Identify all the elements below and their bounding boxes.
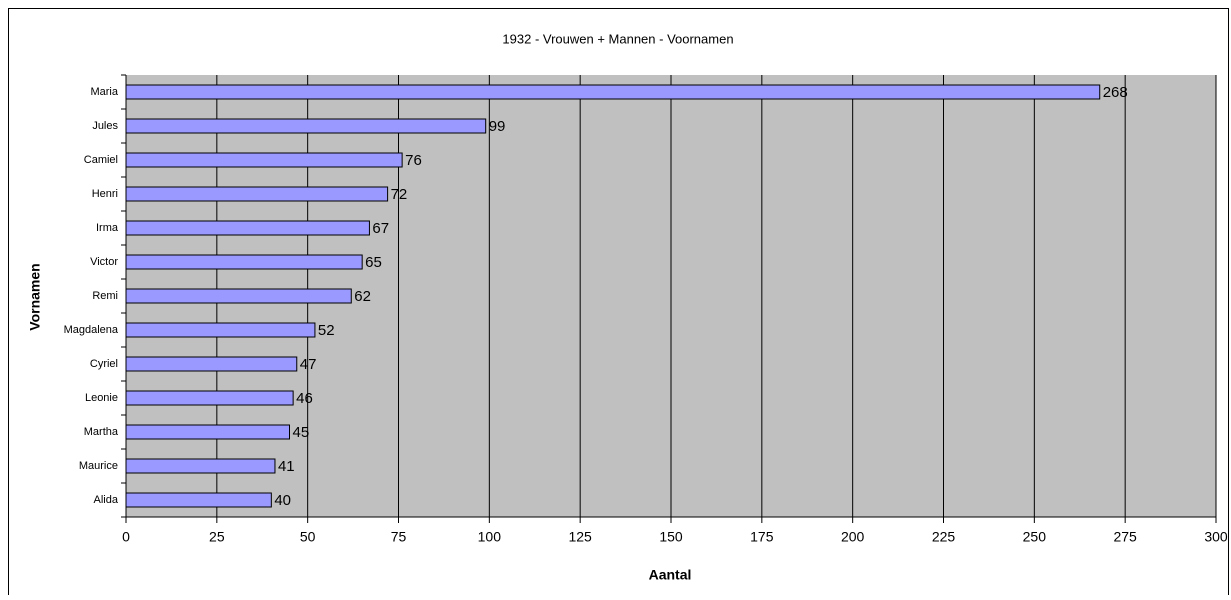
y-tick-label: Maria xyxy=(90,86,118,98)
y-tick-label: Magdalena xyxy=(64,324,119,336)
data-label: 72 xyxy=(391,186,408,203)
data-label: 65 xyxy=(365,254,382,271)
x-tick-label: 125 xyxy=(568,529,592,545)
bar xyxy=(125,424,290,440)
data-label: 52 xyxy=(318,322,335,339)
bar xyxy=(125,288,352,304)
x-tick-label: 100 xyxy=(478,529,502,545)
x-tick-label: 50 xyxy=(300,529,316,545)
data-label: 46 xyxy=(296,390,313,407)
data-label: 47 xyxy=(300,356,317,373)
y-tick-label: Alida xyxy=(94,494,119,506)
bar xyxy=(125,492,272,508)
chart-title: 1932 - Vrouwen + Mannen - Voornamen xyxy=(502,31,733,46)
x-tick-label: 75 xyxy=(391,529,407,545)
data-label: 40 xyxy=(274,492,291,509)
y-tick-label: Martha xyxy=(84,426,119,438)
x-tick-label: 150 xyxy=(659,529,683,545)
bar xyxy=(125,118,487,134)
bar xyxy=(125,390,294,406)
x-tick-label: 25 xyxy=(209,529,225,545)
bar xyxy=(125,186,389,202)
y-tick-label: Cyriel xyxy=(90,358,118,370)
y-axis-label: Vornamen xyxy=(27,263,43,330)
bar xyxy=(125,322,316,338)
y-tick-label: Camiel xyxy=(84,154,118,166)
y-tick-label: Henri xyxy=(92,188,118,200)
bar xyxy=(125,84,1101,100)
data-label: 41 xyxy=(278,458,295,475)
y-tick-label: Maurice xyxy=(79,460,118,472)
y-tick-label: Victor xyxy=(90,256,118,268)
data-label: 99 xyxy=(489,118,506,135)
bar xyxy=(125,152,403,168)
y-tick-label: Leonie xyxy=(85,392,118,404)
x-tick-label: 275 xyxy=(1113,529,1137,545)
x-tick-label: 175 xyxy=(750,529,774,545)
bar xyxy=(125,356,298,372)
y-tick-label: Jules xyxy=(92,120,118,132)
x-tick-label: 300 xyxy=(1204,529,1228,545)
x-tick-label: 200 xyxy=(841,529,865,545)
x-axis-label: Aantal xyxy=(649,567,692,583)
data-label: 76 xyxy=(405,152,422,169)
bar xyxy=(125,220,370,236)
y-tick-label: Irma xyxy=(96,222,119,234)
x-tick-label: 250 xyxy=(1023,529,1047,545)
y-tick-label: Remi xyxy=(92,290,118,302)
data-label: 67 xyxy=(372,220,389,237)
bar xyxy=(125,458,276,474)
bar xyxy=(125,254,363,270)
data-label: 62 xyxy=(354,288,371,305)
data-label: 45 xyxy=(293,424,310,441)
x-tick-label: 0 xyxy=(122,529,130,545)
x-tick-label: 225 xyxy=(932,529,956,545)
data-label: 268 xyxy=(1103,84,1128,101)
